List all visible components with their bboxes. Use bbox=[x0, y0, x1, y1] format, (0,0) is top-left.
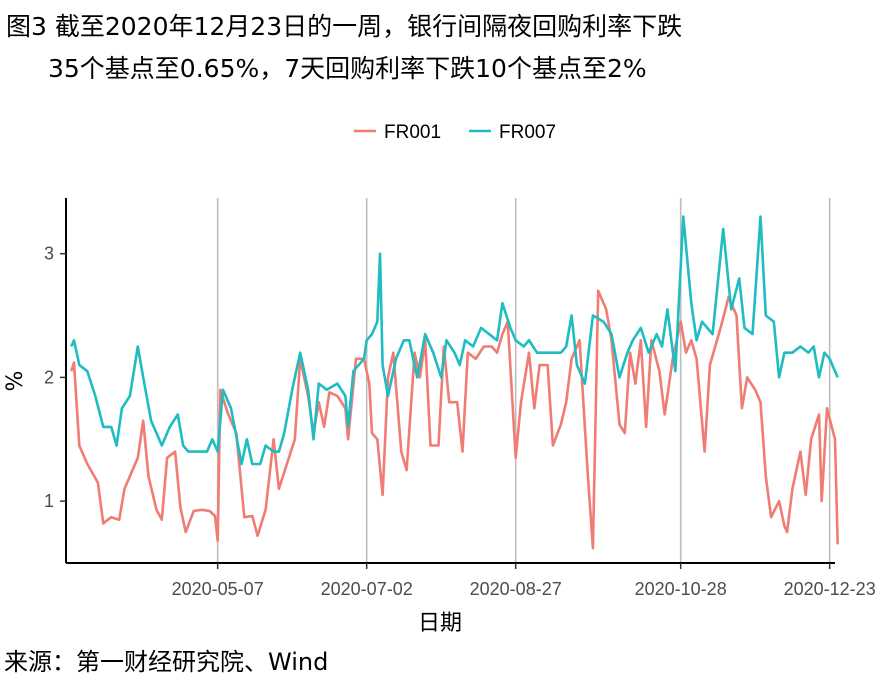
series-line-fr001 bbox=[70, 289, 839, 550]
source-note: 来源：第一财经研究院、Wind bbox=[4, 648, 329, 676]
legend-label-fr007: FR007 bbox=[499, 122, 556, 143]
y-tick-label: 3 bbox=[44, 244, 54, 264]
series-lines bbox=[70, 215, 839, 550]
y-tick-label: 1 bbox=[44, 491, 54, 511]
y-tick-label: 2 bbox=[44, 367, 54, 387]
title-line-2: 35个基点至0.65%，7天回购利率下跌10个基点至2% bbox=[48, 54, 647, 83]
legend-label-fr001: FR001 bbox=[384, 122, 441, 143]
x-axis-label: 日期 bbox=[418, 611, 462, 636]
x-tick-label: 2020-05-07 bbox=[172, 579, 264, 599]
title-line-1: 图3 截至2020年12月23日的一周，银行间隔夜回购利率下跌 bbox=[6, 12, 683, 41]
x-axis-ticks: 2020-05-07 2020-07-02 2020-08-27 2020-10-28… bbox=[172, 563, 876, 599]
x-tick-label: 2020-12-23 bbox=[784, 579, 876, 599]
legend: FR001 FR007 bbox=[354, 122, 556, 143]
y-axis-ticks: 1 2 3 bbox=[44, 244, 66, 511]
series-line-fr007 bbox=[70, 215, 839, 466]
x-tick-label: 2020-08-27 bbox=[470, 579, 562, 599]
x-tick-label: 2020-07-02 bbox=[321, 579, 413, 599]
y-axis-label: % bbox=[3, 371, 28, 392]
x-tick-label: 2020-10-28 bbox=[635, 579, 727, 599]
chart-title: 图3 截至2020年12月23日的一周，银行间隔夜回购利率下跌 35个基点至0.… bbox=[6, 6, 682, 90]
